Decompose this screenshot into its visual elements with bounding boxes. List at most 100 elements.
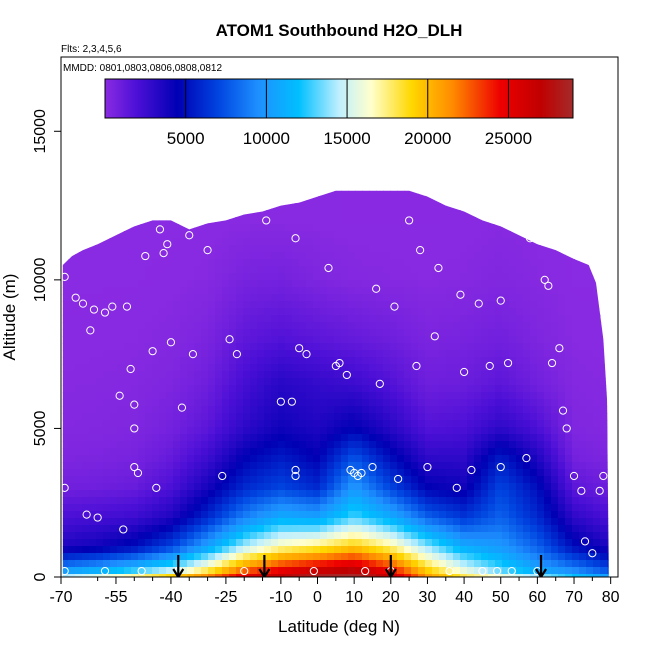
heatmap-cell <box>544 469 552 477</box>
heatmap-cell <box>474 252 482 260</box>
heatmap-cell <box>306 203 314 211</box>
heatmap-cell <box>558 245 566 253</box>
heatmap-cell <box>159 392 167 400</box>
heatmap-cell <box>117 441 125 449</box>
heatmap-cell <box>229 280 237 288</box>
heatmap-cell <box>586 182 594 190</box>
heatmap-cell <box>383 490 391 498</box>
heatmap-cell <box>201 203 209 211</box>
heatmap-cell <box>62 224 69 232</box>
heatmap-cell <box>404 406 412 414</box>
heatmap-cell <box>201 259 209 267</box>
heatmap-cell <box>334 322 342 330</box>
heatmap-cell <box>145 308 153 316</box>
heatmap-cell <box>460 280 468 288</box>
heatmap-cell <box>558 490 566 498</box>
heatmap-cell <box>320 539 328 547</box>
heatmap-cell <box>96 280 104 288</box>
heatmap-cell <box>502 175 510 183</box>
heatmap-cell <box>593 287 601 295</box>
heatmap-cell <box>306 294 314 302</box>
heatmap-cell <box>110 371 118 379</box>
heatmap-cell <box>383 448 391 456</box>
heatmap-cell <box>278 511 286 519</box>
heatmap-cell <box>523 343 531 351</box>
heatmap-cell <box>488 161 496 169</box>
heatmap-cell <box>425 448 433 456</box>
heatmap-cell <box>404 350 412 358</box>
heatmap-cell <box>530 147 538 155</box>
heatmap-cell <box>488 434 496 442</box>
heatmap-cell <box>62 441 69 449</box>
heatmap-cell <box>285 392 293 400</box>
heatmap-cell <box>159 301 167 309</box>
heatmap-cell <box>62 518 69 526</box>
heatmap-cell <box>565 546 573 554</box>
heatmap-cell <box>509 329 517 337</box>
heatmap-cell <box>551 448 559 456</box>
heatmap-cell <box>530 259 538 267</box>
heatmap-cell <box>187 343 195 351</box>
heatmap-cell <box>355 539 363 547</box>
heatmap-cell <box>264 378 272 386</box>
heatmap-cell <box>607 245 609 253</box>
heatmap-cell <box>334 469 342 477</box>
heatmap-cell <box>229 497 237 505</box>
heatmap-cell <box>278 392 286 400</box>
heatmap-cell <box>600 196 608 204</box>
heatmap-cell <box>222 322 230 330</box>
heatmap-cell <box>215 280 223 288</box>
heatmap-cell <box>572 245 580 253</box>
heatmap-cell <box>362 525 370 533</box>
heatmap-cell <box>607 175 615 183</box>
heatmap-cell <box>236 217 244 225</box>
heatmap-cell <box>292 532 300 540</box>
heatmap-cell <box>369 504 377 512</box>
heatmap-cell <box>474 441 482 449</box>
heatmap-cell <box>383 392 391 400</box>
sample-point <box>185 231 194 240</box>
heatmap-cell <box>215 462 223 470</box>
heatmap-cell <box>474 231 482 239</box>
heatmap-cell <box>572 322 580 330</box>
heatmap-cell <box>432 574 440 577</box>
heatmap-cell <box>194 336 202 344</box>
heatmap-cell <box>173 273 181 281</box>
heatmap-cell <box>117 518 125 526</box>
heatmap-cell <box>558 210 566 218</box>
heatmap-cell <box>425 154 433 162</box>
heatmap-cell <box>432 210 440 218</box>
heatmap-cell <box>551 245 559 253</box>
sample-point <box>93 513 102 522</box>
heatmap-cell <box>502 280 510 288</box>
heatmap-cell <box>229 518 237 526</box>
heatmap-cell <box>509 455 517 463</box>
heatmap-cell <box>201 455 209 463</box>
heatmap-cell <box>180 399 188 407</box>
heatmap-cell <box>131 364 139 372</box>
heatmap-cell <box>446 427 454 435</box>
heatmap-cell <box>579 301 587 309</box>
heatmap-cell <box>551 308 559 316</box>
heatmap-cell <box>257 448 265 456</box>
heatmap-cell <box>565 560 573 568</box>
heatmap-cell <box>313 336 321 344</box>
heatmap-cell <box>495 168 503 176</box>
heatmap-cell <box>201 147 209 155</box>
heatmap-cell <box>537 357 545 365</box>
heatmap-cell <box>439 168 447 176</box>
heatmap-cell <box>271 441 279 449</box>
heatmap-cell <box>348 182 356 190</box>
heatmap-cell <box>579 420 587 428</box>
heatmap-cell <box>306 448 314 456</box>
heatmap-cell <box>82 147 90 155</box>
heatmap-cell <box>348 385 356 393</box>
heatmap-cell <box>418 539 426 547</box>
heatmap-cell <box>341 567 349 575</box>
heatmap-cell <box>593 441 601 449</box>
heatmap-cell <box>397 161 405 169</box>
heatmap-cell <box>425 476 433 484</box>
heatmap-cell <box>194 392 202 400</box>
heatmap-cell <box>516 301 524 309</box>
heatmap-cell <box>369 210 377 218</box>
